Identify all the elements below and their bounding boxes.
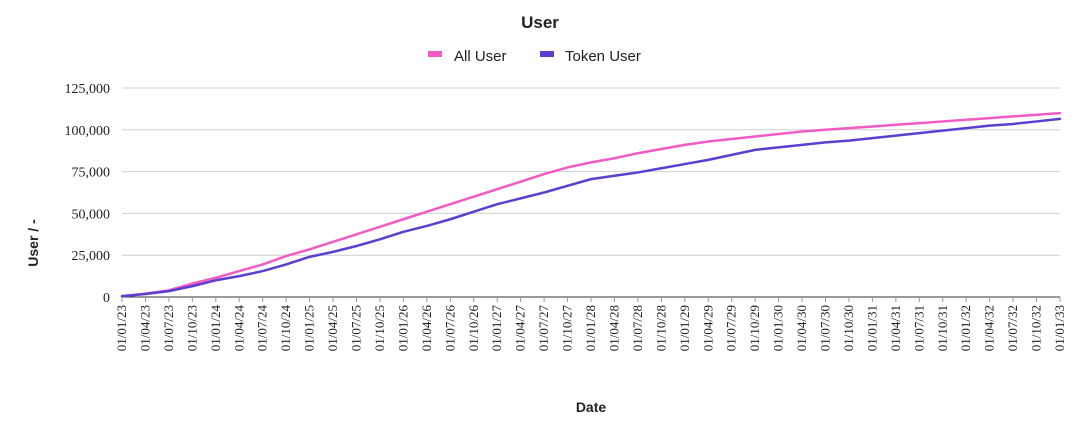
- x-tick-label: 01/10/24: [278, 305, 293, 352]
- x-tick-label: 01/07/25: [349, 305, 364, 351]
- x-tick-label: 01/01/26: [395, 305, 410, 352]
- series-line-token-user: [120, 117, 1062, 298]
- x-tick-label: 01/10/26: [466, 305, 481, 352]
- x-tick-label: 01/10/27: [560, 305, 575, 352]
- x-tick-label: 01/04/27: [513, 305, 528, 352]
- x-tick-label: 01/07/30: [818, 305, 833, 351]
- series-lines: [120, 111, 1062, 298]
- x-tick-label: 01/01/32: [958, 305, 973, 351]
- gridlines: [122, 87, 1060, 298]
- x-tick-label: 01/04/25: [325, 305, 340, 351]
- x-tick-label: 01/04/23: [137, 305, 152, 351]
- x-tick-label: 01/01/27: [489, 305, 504, 352]
- x-tick-label: 01/01/31: [864, 305, 879, 351]
- x-axis-title: Date: [576, 399, 607, 415]
- x-tick-label: 01/07/23: [161, 305, 176, 351]
- y-axis-ticks: 0 25,000 50,000 75,000 100,000 125,000: [65, 82, 111, 306]
- x-tick-label: 01/10/32: [1029, 305, 1044, 351]
- x-tick-label: 01/04/24: [231, 305, 246, 352]
- x-tick-label: 01/01/33: [1052, 305, 1067, 351]
- y-tick-label: 125,000: [65, 82, 111, 97]
- x-tick-label: 01/10/30: [841, 305, 856, 351]
- x-tick-label: 01/04/31: [888, 305, 903, 351]
- y-axis-title: User / -: [25, 219, 41, 267]
- y-tick-label: 50,000: [72, 207, 111, 222]
- x-tick-label: 01/10/25: [372, 305, 387, 351]
- x-tick-label: 01/01/30: [771, 305, 786, 351]
- x-tick-label: 01/07/29: [724, 305, 739, 351]
- x-tick-label: 01/10/29: [747, 305, 762, 351]
- legend-label-all-user: All User: [454, 48, 507, 65]
- series-line-all-user: [120, 111, 1062, 298]
- legend-label-token-user: Token User: [565, 48, 641, 65]
- y-tick-label: 100,000: [65, 124, 111, 139]
- x-tick-label: 01/01/28: [583, 305, 598, 351]
- x-tick-label: 01/07/32: [1005, 305, 1020, 351]
- x-axis-ticks: 01/01/23 01/04/23 01/07/23 01/10/23 01/01/24…: [114, 297, 1067, 351]
- y-tick-label: 0: [103, 291, 110, 306]
- x-tick-label: 01/10/23: [184, 305, 199, 351]
- x-tick-label: 01/10/31: [935, 305, 950, 351]
- x-tick-label: 01/07/24: [255, 305, 270, 352]
- y-tick-label: 75,000: [72, 166, 111, 181]
- x-tick-label: 01/07/27: [536, 305, 551, 352]
- x-tick-label: 01/04/32: [982, 305, 997, 351]
- x-tick-label: 01/04/30: [794, 305, 809, 351]
- x-tick-label: 01/01/24: [208, 305, 223, 352]
- legend-swatch-token-user: [540, 51, 554, 57]
- y-tick-label: 25,000: [72, 249, 111, 264]
- legend: All User Token User: [428, 48, 641, 65]
- x-tick-label: 01/04/26: [419, 305, 434, 352]
- x-tick-label: 01/10/28: [653, 305, 668, 351]
- legend-swatch-all-user: [428, 51, 442, 57]
- x-tick-label: 01/07/28: [630, 305, 645, 351]
- x-tick-label: 01/04/28: [606, 305, 621, 351]
- x-tick-label: 01/07/31: [911, 305, 926, 351]
- x-tick-label: 01/01/23: [114, 305, 129, 351]
- x-tick-label: 01/01/29: [677, 305, 692, 351]
- x-tick-label: 01/04/29: [700, 305, 715, 351]
- x-tick-label: 01/01/25: [302, 305, 317, 351]
- chart-title: User: [521, 13, 559, 32]
- x-tick-label: 01/07/26: [442, 305, 457, 352]
